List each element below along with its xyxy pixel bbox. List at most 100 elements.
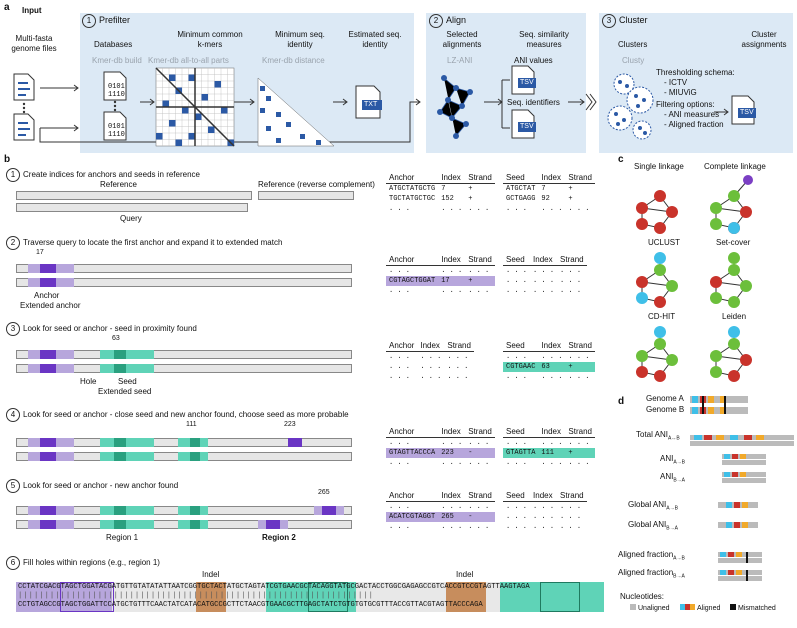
clusters-label: Clusters xyxy=(618,40,648,49)
panel-label-d: d xyxy=(618,396,625,407)
panel-label-b: b xyxy=(4,154,11,165)
file-icon xyxy=(13,73,35,141)
region2-label: Region 2 xyxy=(262,533,296,542)
step6-text: 6 Fill holes within regions (e.g., region… xyxy=(6,556,160,570)
query-label: Query xyxy=(120,214,142,223)
ani-ba-label: ANIB→A xyxy=(660,472,686,484)
prefilter-bg xyxy=(80,13,414,153)
legend-mismatched: Mismatched xyxy=(730,604,776,612)
reference-label: Reference xyxy=(100,180,137,189)
ref-bar-2 xyxy=(16,264,352,273)
seed-table-2: Seed Index Strand . . .. . .. . . . . .. .… xyxy=(503,254,587,296)
seed-ref xyxy=(114,350,126,359)
seed-label: Seed xyxy=(118,377,137,386)
ref-bar-3 xyxy=(16,350,352,359)
seed-table-5: Seed Index Strand . . .. . .. . . . . .. .… xyxy=(503,490,587,532)
min-seq-id-label: Minimum seq. identity xyxy=(275,30,325,49)
global-ani-ab-label: Global ANIA→B xyxy=(628,500,678,512)
reference-rc-bar xyxy=(258,191,354,200)
seq-bot: CCTGTAGCCGTAGCTGGATTCCATGCTGTTTCAACTATCA… xyxy=(18,601,483,609)
kmer-build-label: Kmer-db build xyxy=(92,56,142,65)
reference-bar xyxy=(16,191,252,200)
db-bin-1: 0101 1110 xyxy=(108,83,125,99)
ictv-label: - ICTV xyxy=(664,78,688,87)
cluster-title: 3 Cluster xyxy=(602,14,648,28)
ani-ab-label: ANIA→B xyxy=(660,454,686,466)
legend-unaligned: Unaligned xyxy=(630,604,670,612)
step3-text: 3 Look for seed or anchor - seed in proxi… xyxy=(6,322,197,336)
seed-table-3: Seed Index Strand . . .. . .. . . CGTGAAC 6… xyxy=(503,340,595,382)
complete-linkage-label: Complete linkage xyxy=(704,162,766,171)
cluster-assign-label: Cluster assignments xyxy=(741,30,787,49)
anchor-table-4: Anchor Index Strand . . .. . .. . . GTAGTT… xyxy=(386,426,495,468)
databases-label: Databases xyxy=(94,40,133,49)
step2-text: 2 Traverse query to locate the first anch… xyxy=(6,236,282,250)
setcover-label: Set-cover xyxy=(716,238,751,247)
reference-rc-label: Reference (reverse complement) xyxy=(258,180,375,189)
est-seq-id-label: Estimated seq. identity xyxy=(348,30,402,49)
db-bin-2: 0101 1110 xyxy=(108,123,125,139)
step4-text: 4 Look for seed or anchor - close seed an… xyxy=(6,408,349,422)
anchor-table-2: Anchor Index Strand . . .. . .. . . CGTAGC… xyxy=(386,254,495,296)
query-bar-2 xyxy=(16,278,352,287)
step5-text: 5 Look for seed or anchor - new anchor fo… xyxy=(6,479,178,493)
aligned-frac-ba-label: Aligned fractionB→A xyxy=(618,568,685,580)
panel-label-c: c xyxy=(618,154,624,165)
single-linkage-label: Single linkage xyxy=(634,162,684,171)
anchor-table-3: Anchor Index Strand . . .. . .. . . . . ..… xyxy=(386,340,474,382)
legend-aligned: Aligned xyxy=(680,604,720,612)
lzani-label: LZ-ANI xyxy=(447,56,473,65)
panel-c-graphs xyxy=(636,175,753,382)
panel-d-bars xyxy=(690,396,794,581)
input-title: Input xyxy=(22,6,42,15)
tsv-label-1: TSV xyxy=(520,79,534,86)
miuvig-label: - MIUViG xyxy=(664,88,697,97)
filter-label: Filtering options: xyxy=(656,100,715,109)
panel-a-graphics xyxy=(13,65,756,147)
sel-align-label: Selected alignments xyxy=(442,30,482,49)
ext-seed-ref xyxy=(100,350,154,359)
align-bg xyxy=(426,13,586,153)
ext-anchor-label: Extended anchor xyxy=(20,301,81,310)
pos265-label: 265 xyxy=(318,489,330,496)
align-title: 2 Align xyxy=(429,14,466,28)
global-ani-ba-label: Global ANIB→A xyxy=(628,520,678,532)
seq-ident-label: Seq. identifiers xyxy=(507,98,560,107)
aligned-frac-ab-label: Aligned fractionA→B xyxy=(618,550,685,562)
anchor-table-5: Anchor Index Strand . . .. . .. . . ACATCG… xyxy=(386,490,495,532)
kmer-all-label: Kmer-db all-to-all parts xyxy=(148,56,229,65)
region1-label: Region 1 xyxy=(106,533,139,542)
leiden-label: Leiden xyxy=(722,312,747,321)
ext-seed-label: Extended seed xyxy=(98,387,152,396)
indel-label-2: Indel xyxy=(456,570,474,579)
indel-label-1: Indel xyxy=(202,570,220,579)
panel-label-a: a xyxy=(4,2,10,13)
ani-meas-label: - ANI measures xyxy=(664,110,720,119)
seed-table-1: Seed Index Strand ATGCTAT 7 + GCTGAGG 92 + . .… xyxy=(503,172,595,214)
aligned-frac-label: - Aligned fraction xyxy=(664,120,724,129)
anchor-q xyxy=(40,278,56,287)
ani-values-label: ANI values xyxy=(514,56,553,65)
seq-sim-label: Seq. similarity measures xyxy=(519,30,569,49)
cdhit-label: CD-HIT xyxy=(648,312,676,321)
txt-label: TXT xyxy=(364,101,378,108)
prefilter-title: 1 Prefilter xyxy=(82,14,130,28)
tsv-label-2: TSV xyxy=(520,123,534,130)
anchor-label: Anchor xyxy=(34,291,60,300)
query-bar xyxy=(16,203,248,212)
seq-match-lines: ||||||||||||||||||||||||||||||||||||||||… xyxy=(18,592,374,600)
anchor-ref xyxy=(40,264,56,273)
pos63-label: 63 xyxy=(112,335,120,342)
hole-label: Hole xyxy=(80,377,97,386)
genome-b-label: Genome B xyxy=(646,405,685,414)
total-ani-label: Total ANIA↔B xyxy=(636,430,680,442)
uclust-label: UCLUST xyxy=(648,238,681,247)
clusty-label: Clusty xyxy=(622,56,645,65)
thresh-label: Thresholding schema: xyxy=(656,68,735,77)
query-bar-3 xyxy=(16,364,352,373)
anchor-table-1: Anchor Index Strand ATGCTATGCTG 7 + TGCTATGC… xyxy=(386,172,495,214)
nucleotides-label: Nucleotides: xyxy=(620,592,665,601)
seed-table-4: Seed Index Strand . . .. . .. . . GTAGTTA 1… xyxy=(503,426,595,468)
input-desc: Multi-fasta genome files xyxy=(11,34,57,53)
tsv-label-3: TSV xyxy=(740,109,754,116)
